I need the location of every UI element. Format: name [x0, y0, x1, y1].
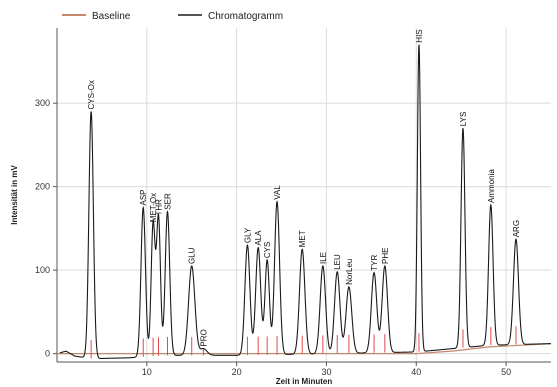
peak-label: VAL — [273, 185, 282, 200]
peak-markers — [90, 326, 517, 359]
series-line-baseline — [57, 343, 552, 355]
x-axis-ticks: 10 20 30 40 50 — [142, 362, 511, 377]
peak-label: GLY — [243, 227, 252, 243]
peak-label: LYS — [459, 112, 468, 127]
y-tick-label: 200 — [35, 182, 50, 192]
legend: Baseline Chromatogramm — [62, 11, 283, 22]
peak-label: ASP — [139, 189, 148, 205]
y-tick-label: 300 — [35, 98, 50, 108]
x-tick-label: 40 — [411, 367, 421, 377]
peak-label: PRO — [199, 329, 208, 346]
peak-label: LEU — [333, 254, 342, 270]
axes — [56, 28, 551, 363]
x-tick-label: 30 — [321, 367, 331, 377]
peak-label: ALA — [254, 230, 263, 246]
legend-label-chromatogram: Chromatogramm — [208, 11, 283, 22]
x-tick-label: 10 — [142, 367, 152, 377]
x-tick-label: 50 — [501, 367, 511, 377]
legend-label-baseline: Baseline — [92, 11, 131, 22]
grid — [57, 28, 551, 362]
series-line-chromatogram — [59, 44, 551, 360]
peak-label: PHE — [381, 248, 390, 264]
peak-label: MET — [298, 230, 307, 247]
y-tick-label: 0 — [45, 349, 50, 359]
y-axis-title: Intensität in mV — [10, 165, 19, 225]
peak-label: MET-Ox — [149, 193, 158, 222]
peak-label: CYS — [263, 242, 272, 258]
y-tick-label: 100 — [35, 265, 50, 275]
peak-label: SER — [164, 193, 173, 210]
peak-label: CYS-Ox — [87, 80, 96, 109]
peak-label: THR — [155, 199, 164, 216]
peak-label: ARG — [512, 220, 521, 237]
peak-label: GLU — [188, 247, 197, 264]
y-axis-ticks: 0 100 200 300 — [35, 98, 57, 359]
x-axis-title: Zeit in Minuten — [276, 377, 333, 386]
peak-label: Ammonia — [487, 169, 496, 203]
peak-label: TYR — [370, 254, 379, 270]
x-tick-label: 20 — [232, 367, 242, 377]
peak-label: HIS — [415, 29, 424, 42]
peak-label: NorLeu — [345, 259, 354, 285]
peak-label: ILE — [319, 252, 328, 264]
